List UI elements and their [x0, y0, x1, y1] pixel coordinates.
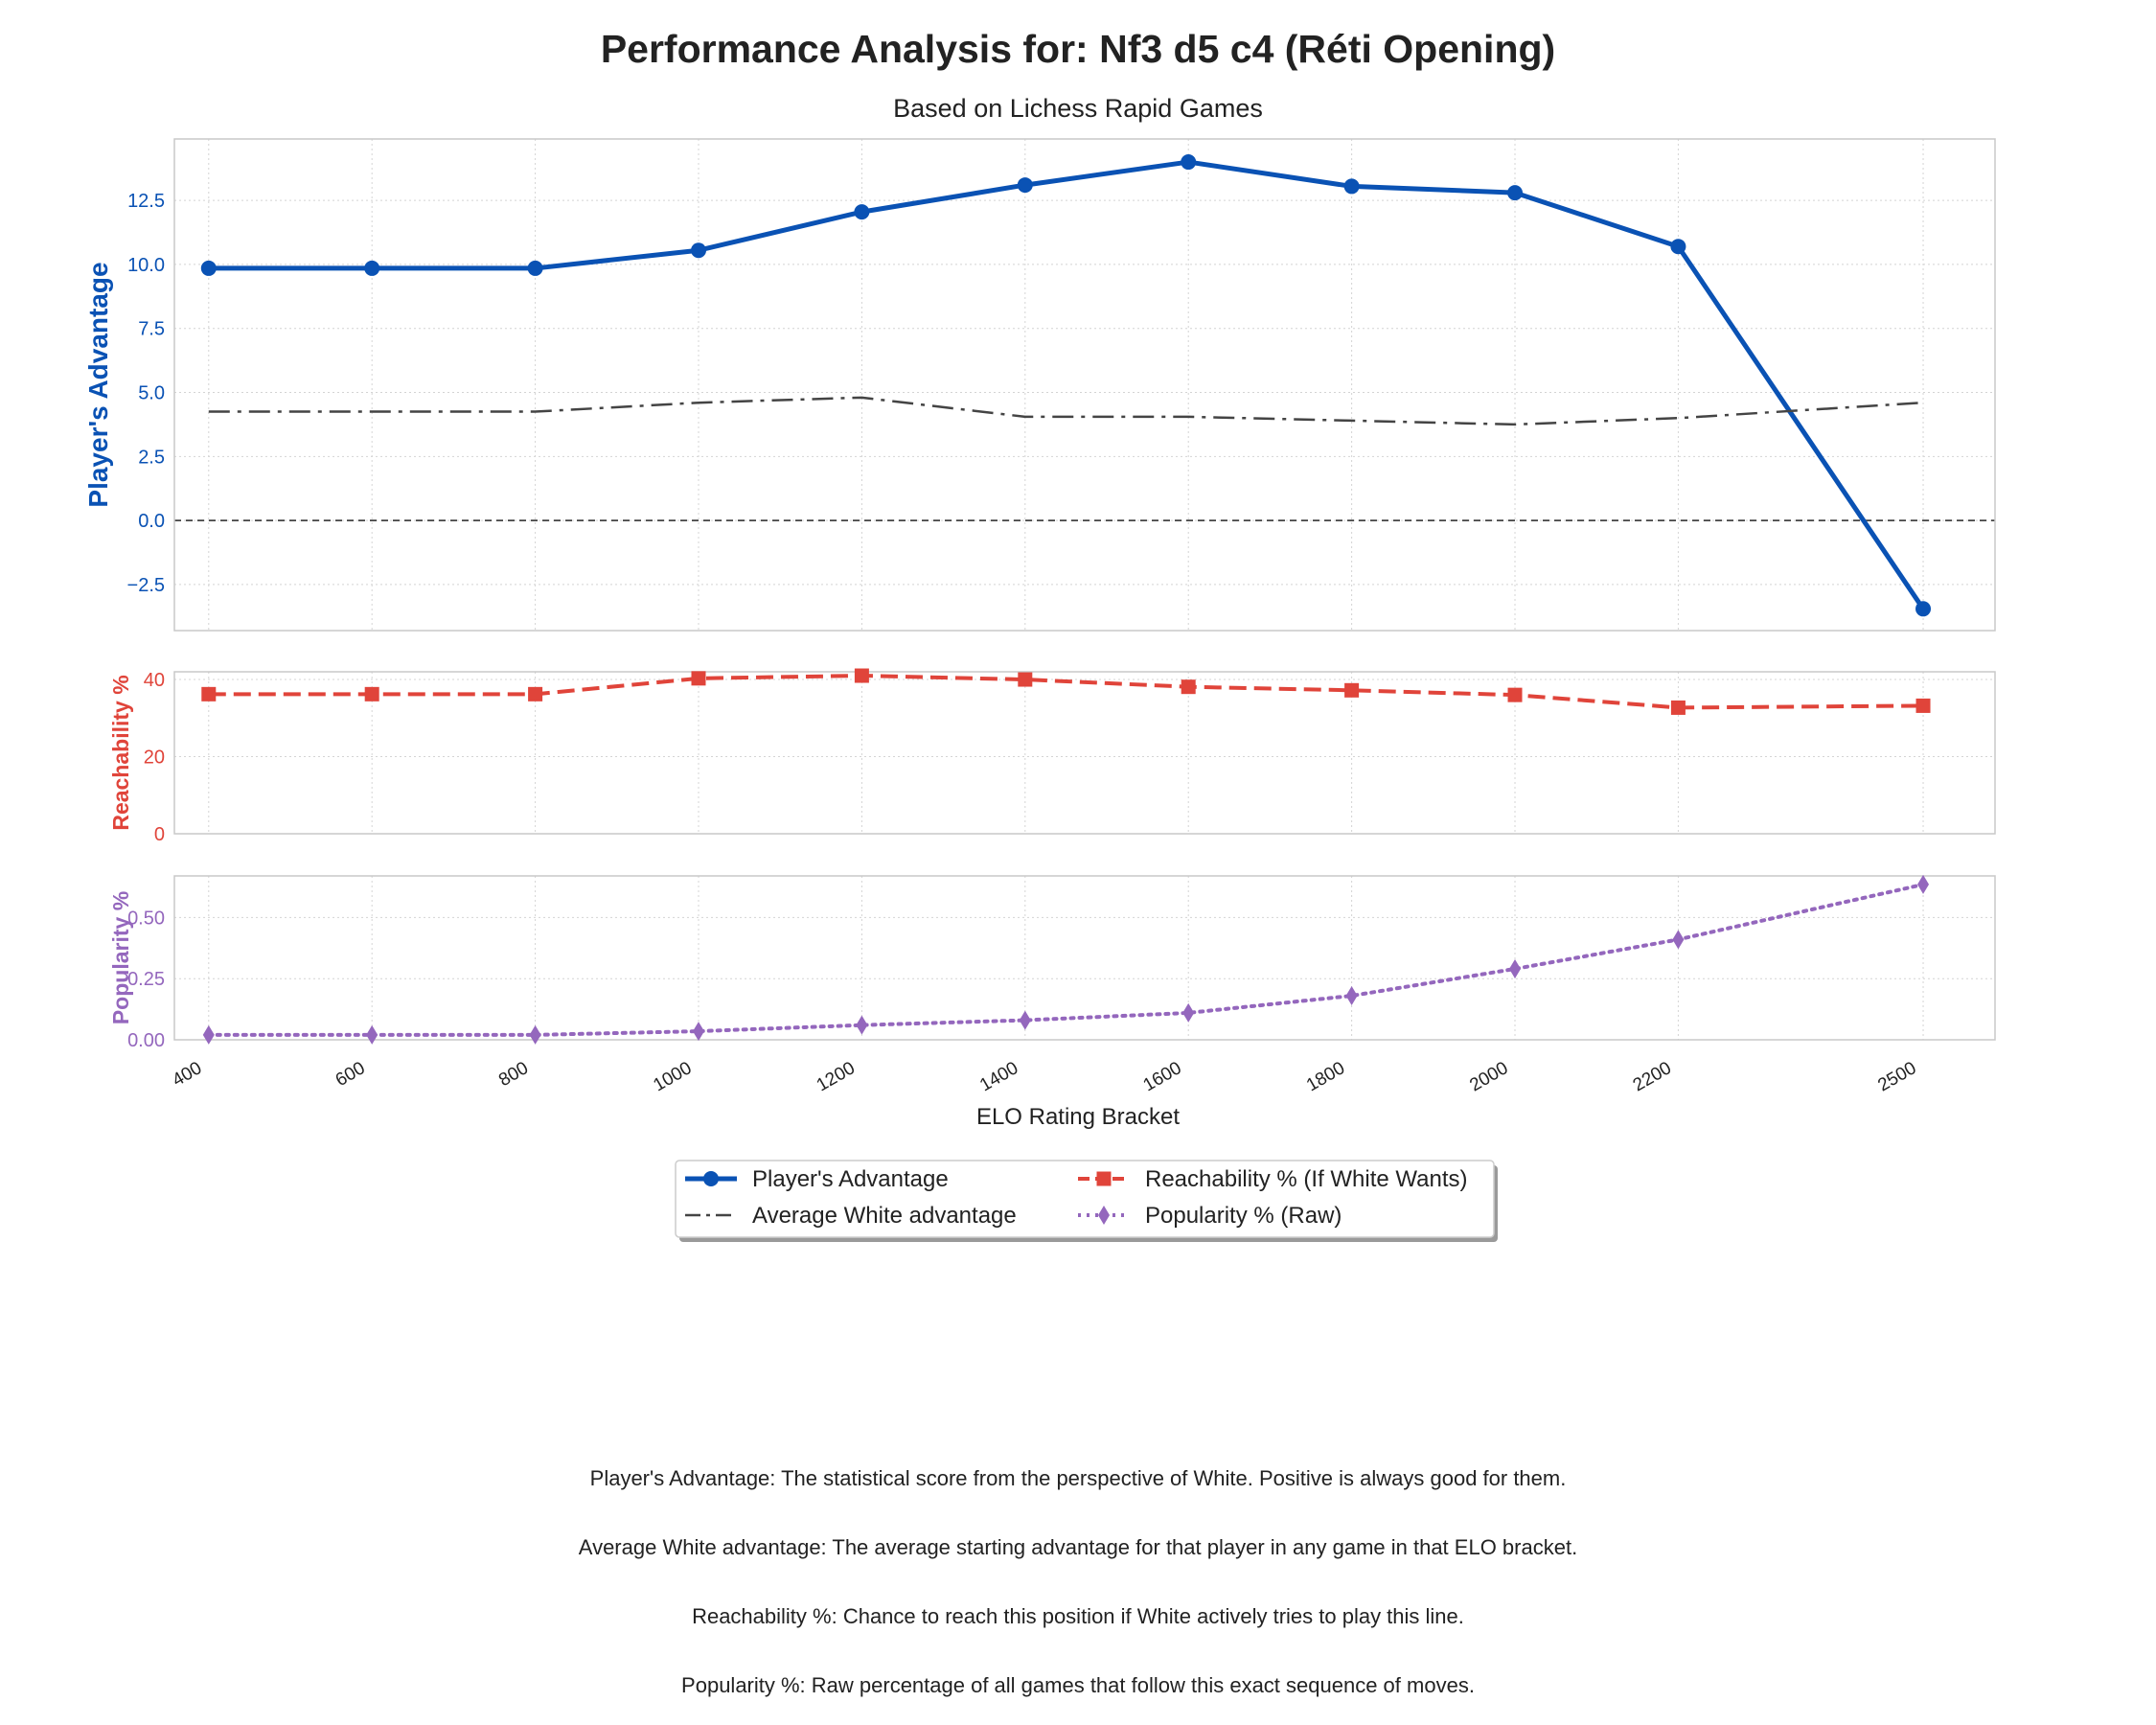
- y-tick-label: 20: [144, 748, 165, 769]
- legend: Player's Advantage Average White advantag…: [675, 1160, 1498, 1242]
- legend-marker: [1096, 1171, 1112, 1186]
- data-point: [1509, 958, 1522, 978]
- data-point: [1670, 239, 1686, 255]
- y-tick-label: 0.0: [138, 511, 165, 532]
- panel-frame: [173, 875, 1996, 1041]
- legend-marker: [703, 1171, 719, 1186]
- legend-entry: Average White advantage: [685, 1203, 1017, 1229]
- data-point: [856, 1015, 868, 1035]
- legend-frame: [675, 1160, 1495, 1238]
- legend-entry: Player's Advantage: [685, 1166, 949, 1192]
- x-tick-label: 800: [495, 1058, 532, 1091]
- data-point: [1019, 1010, 1031, 1030]
- data-point: [1915, 601, 1932, 617]
- series-line: [208, 396, 1924, 426]
- data-point: [1018, 672, 1033, 687]
- data-point: [1672, 930, 1685, 950]
- series-average-white-advantage: [208, 396, 1924, 426]
- series-reachability-if-white-wants: [201, 668, 1931, 715]
- data-point: [691, 671, 706, 686]
- legend-marker: [1098, 1206, 1110, 1225]
- chart-subtitle: Based on Lichess Rapid Games: [893, 94, 1263, 123]
- series-line: [208, 674, 1924, 710]
- x-tick-label: 600: [333, 1058, 369, 1091]
- y-tick-label: 0.00: [127, 1030, 165, 1051]
- footnote: Reachability %: Chance to reach this pos…: [692, 1604, 1464, 1628]
- footnote: Popularity %: Raw percentage of all game…: [681, 1673, 1475, 1697]
- data-point: [202, 1024, 215, 1045]
- data-point: [1915, 698, 1931, 713]
- y-tick-label: 0: [154, 824, 165, 845]
- data-point: [1017, 177, 1033, 194]
- y-tick-label: 10.0: [127, 255, 165, 276]
- data-point: [1343, 178, 1360, 195]
- series-popularity-raw: [202, 874, 1930, 1045]
- x-tick-label: 400: [169, 1058, 205, 1091]
- panel-1: −2.5 0.0 2.5 5.0 7.5 10.0 12.5 Player's Advanta…: [83, 138, 1996, 632]
- data-point: [690, 242, 706, 259]
- data-point: [1917, 874, 1930, 894]
- y-tick-label: 12.5: [127, 191, 165, 212]
- data-point: [200, 260, 217, 276]
- x-tick-label: 2000: [1466, 1058, 1511, 1095]
- data-point: [1670, 700, 1686, 715]
- data-point: [1344, 682, 1360, 698]
- panel-frame: [173, 138, 1996, 632]
- data-point: [201, 686, 217, 702]
- data-point: [1182, 1002, 1195, 1023]
- legend-label: Average White advantage: [752, 1203, 1017, 1229]
- footnote: Average White advantage: The average sta…: [579, 1535, 1577, 1559]
- x-tick-label: 1600: [1140, 1058, 1185, 1095]
- chart-title: Performance Analysis for: Nf3 d5 c4 (Rét…: [601, 27, 1555, 71]
- data-point: [854, 668, 869, 683]
- y-axis-label: Player's Advantage: [83, 262, 113, 507]
- data-point: [366, 1024, 378, 1045]
- y-tick-label: −2.5: [127, 575, 165, 596]
- y-axis-label: Popularity %: [108, 891, 133, 1024]
- data-point: [1507, 185, 1524, 201]
- data-point: [1181, 154, 1197, 171]
- data-point: [1507, 687, 1523, 702]
- x-tick-label: 1400: [976, 1058, 1021, 1095]
- series-line: [208, 159, 1926, 610]
- x-tick-label: 1800: [1303, 1058, 1348, 1095]
- series-line: [206, 882, 1926, 1037]
- data-point: [364, 686, 379, 702]
- data-point: [527, 260, 543, 276]
- footnote: Player's Advantage: The statistical scor…: [590, 1466, 1567, 1490]
- y-tick-label: 0.25: [127, 969, 165, 990]
- data-point: [854, 204, 870, 220]
- data-point: [1181, 679, 1196, 695]
- panel-frame: [173, 671, 1996, 835]
- data-point: [528, 686, 543, 702]
- data-point: [529, 1024, 541, 1045]
- data-point: [692, 1022, 704, 1042]
- legend-entry: Reachability % (If White Wants): [1078, 1166, 1468, 1192]
- x-tick-label: 1200: [814, 1058, 859, 1095]
- data-point: [364, 260, 380, 276]
- y-tick-label: 2.5: [138, 447, 165, 468]
- series-player-s-advantage: [200, 154, 1932, 617]
- legend-label: Player's Advantage: [752, 1166, 949, 1192]
- x-tick-label: 2500: [1874, 1058, 1919, 1095]
- y-tick-label: 0.50: [127, 908, 165, 929]
- legend-label: Popularity % (Raw): [1145, 1203, 1342, 1229]
- y-tick-label: 40: [144, 670, 165, 691]
- y-tick-label: 7.5: [138, 319, 165, 340]
- y-tick-label: 5.0: [138, 383, 165, 404]
- legend-entry: Popularity % (Raw): [1078, 1203, 1342, 1229]
- y-axis-label: Reachability %: [108, 675, 133, 830]
- panel-2: 0 20 40 Reachability %: [108, 668, 1996, 845]
- x-axis-label: ELO Rating Bracket: [976, 1104, 1180, 1130]
- x-tick-label: 2200: [1630, 1058, 1675, 1095]
- x-tick-label: 1000: [650, 1058, 695, 1095]
- data-point: [1345, 986, 1358, 1006]
- legend-label: Reachability % (If White Wants): [1145, 1166, 1468, 1192]
